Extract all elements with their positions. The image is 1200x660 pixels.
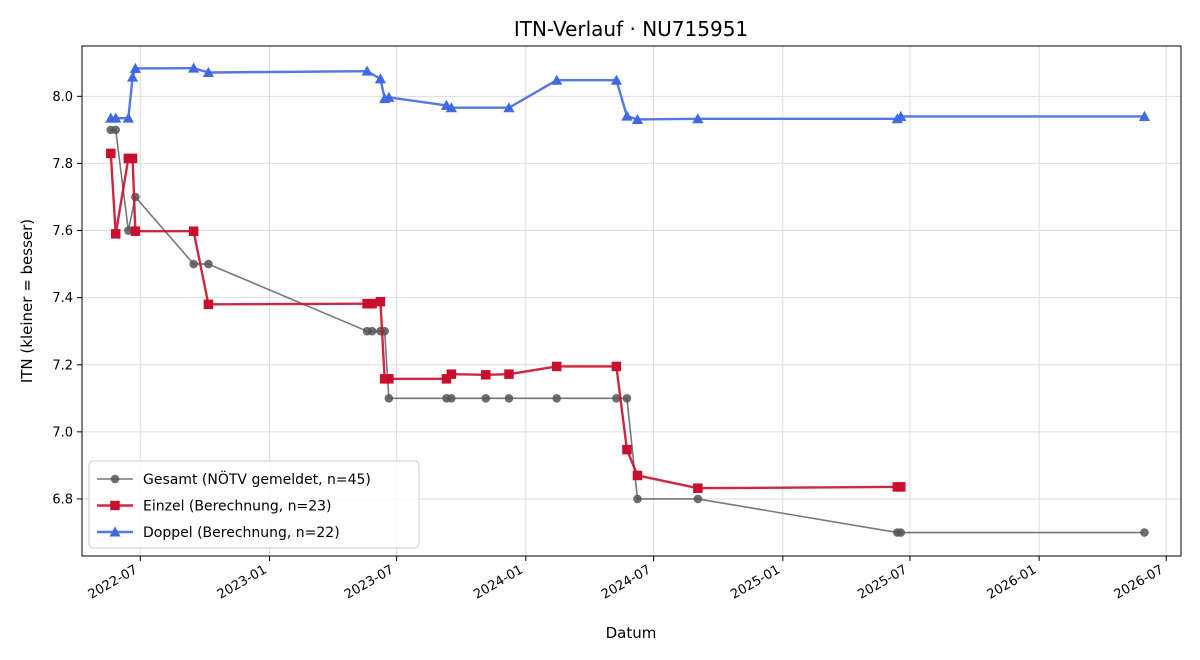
data-point [633,494,642,504]
series-layer [105,62,1151,537]
data-point [202,66,215,77]
data-point [445,102,457,113]
series-triangle [105,62,1151,124]
data-point [622,444,632,455]
data-point [622,394,632,403]
data-point [446,369,457,379]
data-point [362,298,372,309]
data-point [131,192,140,202]
data-point [631,113,644,124]
data-point [126,71,139,82]
data-point [204,259,213,269]
legend-label: Doppel (Berechnung, n=22) [143,525,340,541]
legend-swatch-marker [110,474,120,484]
grid-lines [82,46,1181,556]
data-point [188,226,199,236]
data-point [693,494,703,504]
data-point [610,74,623,85]
data-point [384,394,394,403]
data-point [361,65,373,76]
legend-label: Gesamt (NÖTV gemeldet, n=45) [143,470,371,488]
data-point [551,74,563,85]
data-point [127,153,138,164]
legend-swatch-marker [109,526,121,537]
series-circle [106,125,1149,537]
legend-swatch-marker [110,500,120,511]
legend: Gesamt (NÖTV gemeldet, n=45) Einzel (Bere… [88,460,420,549]
data-point [375,296,386,307]
data-point [110,112,122,123]
data-point [1138,110,1151,121]
series-square [106,148,906,493]
data-point [130,226,141,236]
data-point [504,394,514,403]
data-point [1140,528,1149,537]
data-point [692,113,704,124]
y-tick-label: 7.4 [52,291,73,306]
x-axis: 2022-07 2023-01 2023-07 2024-01 2024-07 2025-… [86,556,1167,603]
data-point [612,394,621,403]
legend-label: Einzel (Berechnung, n=23) [143,499,332,515]
x-tick-label: 2023-01 [215,562,270,602]
data-point [129,62,141,73]
data-point [611,361,622,372]
data-point [189,259,198,269]
y-tick-label: 7.2 [52,358,73,373]
data-point [693,483,703,493]
data-point [111,125,121,135]
data-point [203,299,214,310]
series-line [109,153,901,490]
x-tick-label: 2024-01 [471,562,526,602]
series-line [110,66,1145,121]
data-point [106,148,116,159]
x-tick-label: 2026-01 [985,562,1040,602]
data-point [374,73,387,84]
x-axis-label: Datum [606,624,657,642]
data-point [110,229,121,239]
x-tick-label: 2024-07 [599,562,654,602]
chart-title: ITN-Verlauf · NU715951 [514,17,748,41]
data-point [367,298,377,309]
x-tick-label: 2026-07 [1112,562,1167,602]
x-tick-label: 2025-07 [855,562,910,602]
data-point [188,62,200,73]
x-tick-label: 2025-01 [728,562,783,602]
data-point [551,361,562,372]
y-axis: 6.8 7.0 7.2 7.4 7.6 7.8 8.0 [52,90,82,507]
data-point [504,369,514,379]
data-point [367,326,377,336]
data-point [383,91,395,102]
data-point [896,528,906,537]
legend-box [88,460,420,549]
data-point [621,110,633,121]
data-point [896,482,906,492]
y-tick-label: 7.0 [52,425,73,440]
y-tick-label: 7.6 [52,224,73,239]
data-point [447,394,456,403]
y-tick-label: 8.0 [52,90,73,105]
data-point [632,470,643,481]
data-point [503,102,515,113]
y-tick-label: 7.8 [52,157,73,172]
x-tick-label: 2022-07 [86,562,141,602]
y-tick-label: 6.8 [52,492,73,507]
data-point [895,110,907,121]
data-point [552,394,562,403]
plot-area-frame [81,45,1182,557]
data-point [441,374,452,384]
data-point [481,370,491,380]
x-tick-label: 2023-07 [342,562,397,602]
y-axis-label: ITN (kleiner = besser) [18,219,36,383]
data-point [384,374,394,384]
data-point [124,226,133,235]
data-point [122,112,134,123]
data-point [481,394,491,403]
